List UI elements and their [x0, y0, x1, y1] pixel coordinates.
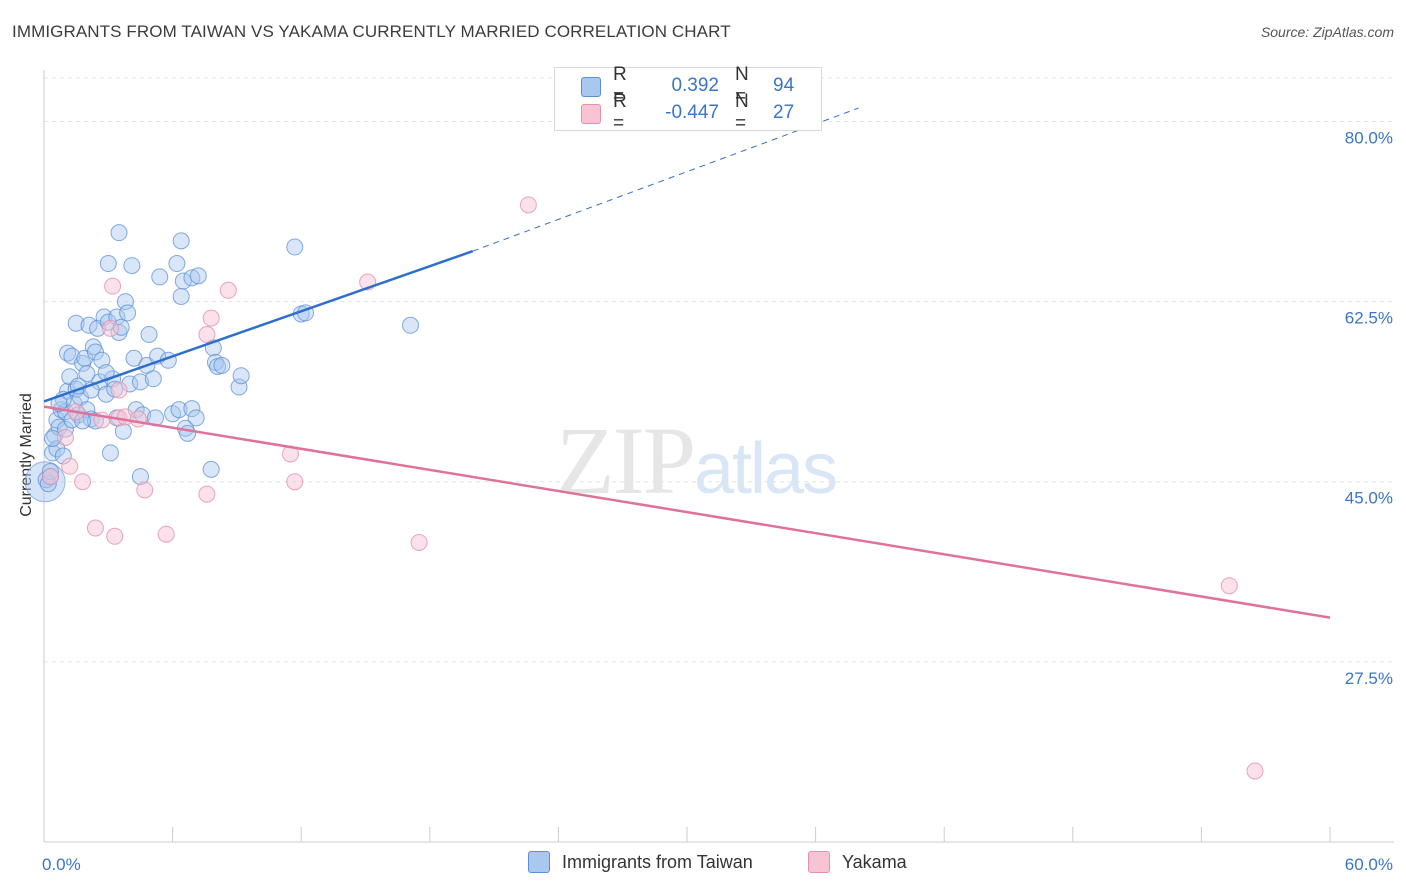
point-taiwan: [151, 268, 169, 286]
watermark-zip: ZIP: [556, 407, 696, 514]
point-yakama: [56, 428, 74, 446]
point-yakama: [104, 277, 122, 295]
point-taiwan: [78, 365, 96, 383]
point-yakama: [61, 457, 79, 475]
x-tick-label: 60.0%: [1345, 855, 1393, 874]
legend-r-label: R =: [613, 64, 627, 107]
point-yakama: [136, 481, 154, 499]
legend-n-value-taiwan: 94: [773, 75, 795, 96]
series-legend: Immigrants from Taiwan Yakama: [0, 851, 1406, 877]
point-taiwan: [119, 304, 137, 322]
point-yakama: [74, 473, 92, 491]
watermark-atlas: atlas: [694, 429, 838, 509]
point-yakama: [519, 196, 537, 214]
point-taiwan: [213, 356, 231, 374]
point-yakama: [157, 525, 175, 543]
legend-item-taiwan[interactable]: Immigrants from Taiwan: [528, 851, 753, 873]
point-taiwan: [189, 267, 207, 285]
point-yakama: [1220, 577, 1238, 595]
legend-r-label: R =: [613, 91, 627, 134]
point-yakama: [198, 485, 216, 503]
point-taiwan: [183, 400, 201, 418]
trendline-yakama: [43, 405, 1331, 619]
y-tick-label: 27.5%: [1345, 669, 1393, 688]
point-taiwan: [179, 424, 197, 442]
point-taiwan: [110, 224, 128, 242]
point-taiwan: [144, 370, 162, 388]
legend-n-value-yakama: 27: [773, 102, 795, 123]
point-taiwan: [202, 460, 220, 478]
point-taiwan: [131, 373, 149, 391]
y-tick-label: 80.0%: [1345, 128, 1393, 147]
point-yakama: [202, 309, 220, 327]
point-taiwan: [99, 255, 117, 273]
point-taiwan: [172, 287, 190, 305]
point-yakama: [129, 410, 147, 428]
point-taiwan: [232, 367, 250, 385]
point-yakama: [110, 381, 128, 399]
x-tick-label: 0.0%: [42, 855, 81, 874]
y-tick-label: 45.0%: [1345, 489, 1393, 508]
legend-swatch-yakama: [808, 851, 830, 873]
point-taiwan: [67, 314, 85, 332]
point-taiwan: [183, 269, 201, 287]
legend-r-value-taiwan: 0.392: [671, 75, 719, 96]
legend-n-label: N =: [735, 64, 749, 107]
point-yakama: [41, 468, 59, 486]
legend-label-yakama: Yakama: [842, 851, 907, 872]
point-taiwan: [286, 238, 304, 256]
point-yakama: [101, 319, 119, 337]
legend-swatch-taiwan: [581, 77, 601, 97]
point-yakama: [286, 473, 304, 491]
legend-label-taiwan: Immigrants from Taiwan: [562, 851, 753, 872]
point-yakama: [219, 281, 237, 299]
point-taiwan: [187, 409, 205, 427]
point-taiwan: [125, 349, 143, 367]
legend-n-label: N =: [735, 91, 749, 134]
chart-title: IMMIGRANTS FROM TAIWAN VS YAKAMA CURRENT…: [12, 22, 731, 41]
point-taiwan: [172, 232, 190, 250]
point-yakama: [198, 326, 216, 344]
legend-swatch-yakama: [581, 104, 601, 124]
point-yakama: [410, 533, 428, 551]
point-taiwan: [140, 326, 158, 344]
point-taiwan: [170, 401, 188, 419]
point-taiwan: [402, 316, 420, 334]
legend-swatch-taiwan: [528, 851, 550, 873]
zipatlas-watermark: ZIPatlas: [556, 405, 838, 516]
legend-r-value-yakama: -0.447: [665, 102, 719, 123]
point-yakama: [106, 527, 124, 545]
point-yakama: [86, 519, 104, 537]
point-taiwan: [123, 257, 141, 275]
point-yakama: [1246, 762, 1264, 780]
correlation-legend: R = 0.392 N = 94 R = -0.447 N = 27: [554, 64, 822, 134]
trendline-taiwan: [43, 249, 474, 403]
point-taiwan: [168, 255, 186, 273]
source-label: Source: ZipAtlas.com: [1260, 24, 1394, 40]
y-tick-label: 62.5%: [1345, 309, 1393, 328]
point-taiwan: [101, 444, 119, 462]
trendline-taiwan-extension: [472, 107, 859, 252]
legend-item-yakama[interactable]: Yakama: [808, 851, 907, 873]
point-taiwan: [48, 440, 66, 458]
